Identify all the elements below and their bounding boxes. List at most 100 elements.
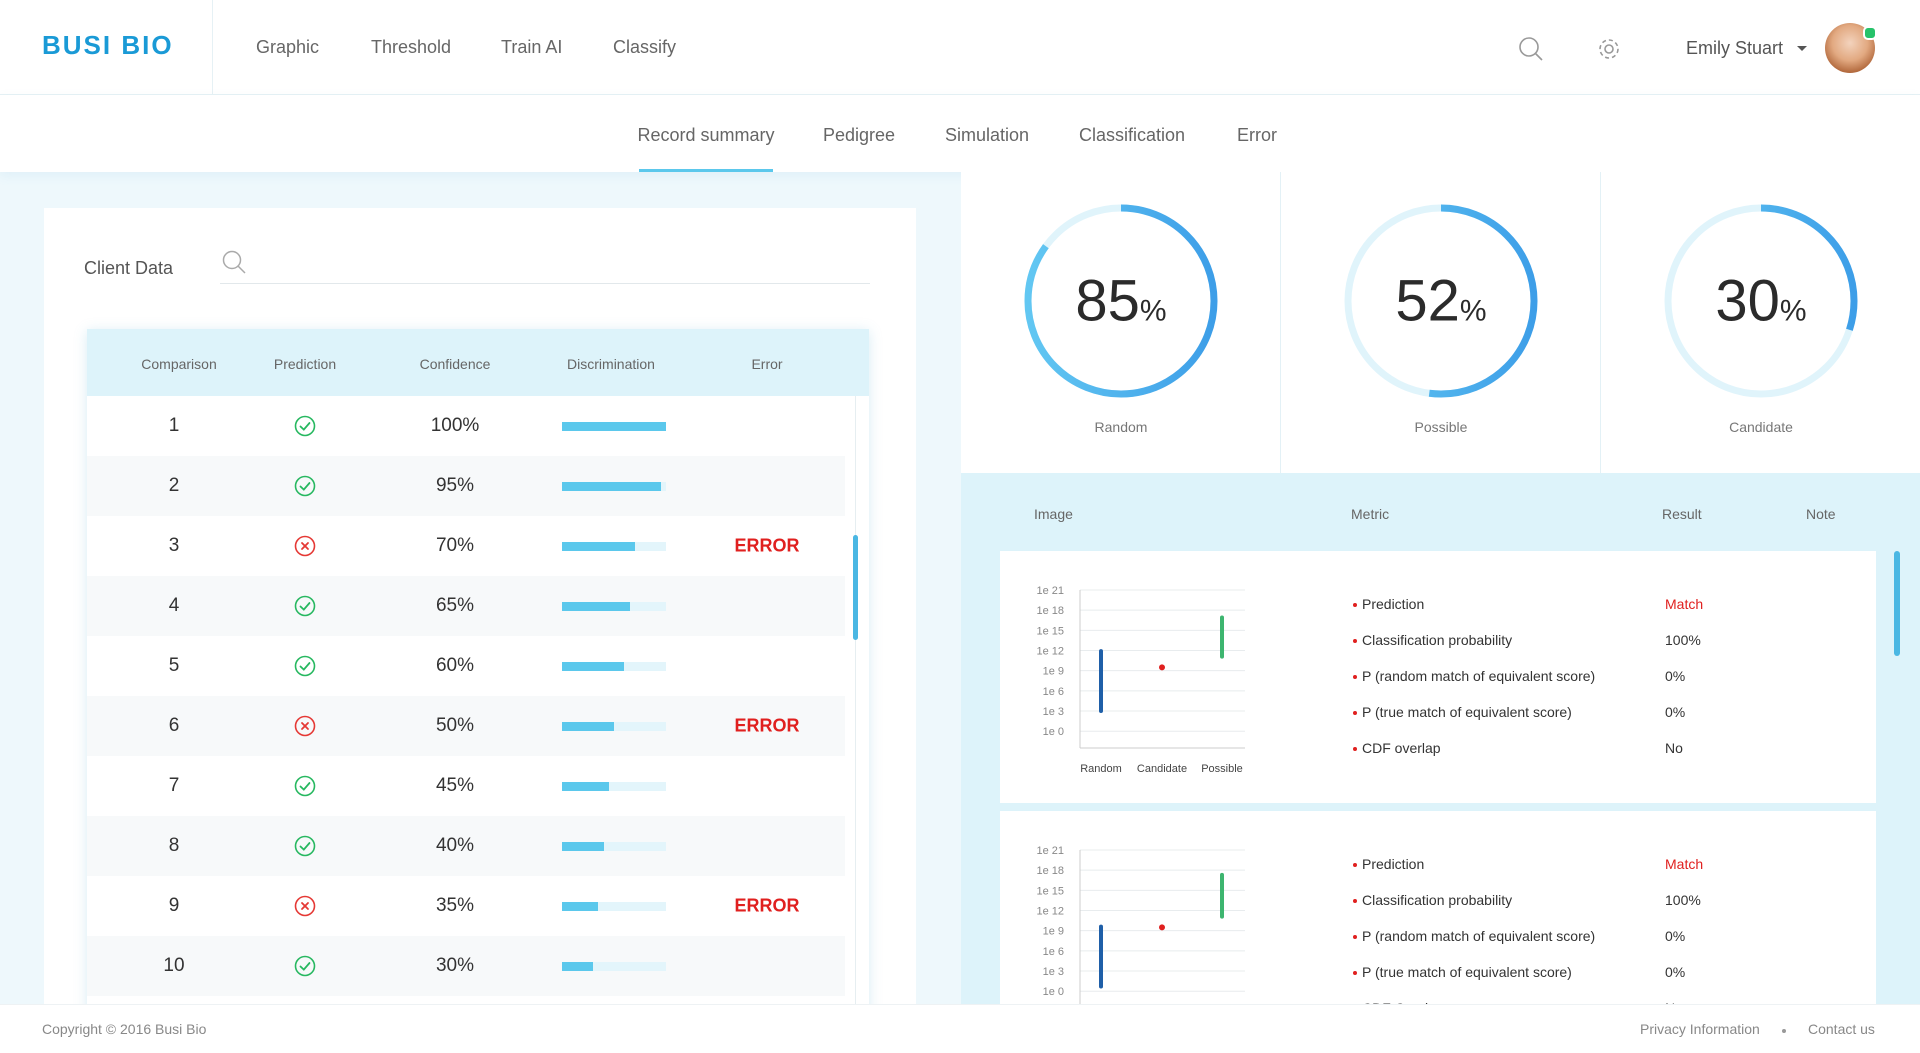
metric: Prediction (1353, 596, 1424, 612)
table-row: 8 40% (87, 816, 845, 876)
confidence: 60% (435, 655, 475, 676)
metric: CDF overlap (1353, 740, 1441, 756)
metric-name: P (true match of equivalent score) (1362, 964, 1572, 980)
bar-track (562, 902, 666, 911)
scrollbar-thumb[interactable] (1894, 551, 1900, 656)
icon-ring (294, 715, 316, 737)
gauge-label: Possible (1414, 419, 1468, 435)
table-row: 4 65% (87, 576, 845, 636)
table-row: 9 35% ERROR (87, 876, 845, 936)
scrollbar-thumb[interactable] (853, 535, 858, 640)
x-tick-label: Random (1080, 763, 1122, 775)
scrollbar-track (855, 396, 856, 1029)
settings-icon[interactable] (1596, 36, 1622, 62)
y-tick-label: 1e 21 (1036, 845, 1064, 857)
y-tick-label: 1e 9 (1043, 926, 1064, 938)
nav-link[interactable]: Classify (613, 37, 677, 57)
client-data-label: Client Data (84, 258, 174, 278)
tab[interactable]: Error (1237, 125, 1277, 145)
tab[interactable]: Record summary (637, 125, 775, 145)
search-icon[interactable] (1518, 36, 1544, 62)
confidence: 45% (435, 775, 475, 796)
bar-track (562, 602, 666, 611)
confidence-bar (562, 962, 594, 971)
comparison: 1 (168, 415, 180, 436)
y-tick-label: 1e 6 (1043, 686, 1064, 698)
y-tick-label: 1e 15 (1036, 625, 1064, 637)
icon-glyph (301, 542, 309, 550)
bullet (1353, 675, 1357, 680)
user-name[interactable]: Emily Stuart (1686, 38, 1784, 58)
error-label: ERROR (734, 715, 800, 736)
comparison: 7 (168, 775, 180, 796)
gauge-label: Random (1094, 419, 1148, 435)
x-tick-label: Possible (1201, 763, 1243, 775)
confidence: 50% (435, 715, 475, 736)
icon-ring (294, 955, 316, 977)
search-input[interactable] (220, 283, 870, 284)
icon-ring (294, 895, 316, 917)
nav-link[interactable]: Graphic (256, 37, 320, 57)
confidence-bar (562, 662, 625, 671)
comparison: 9 (168, 895, 180, 916)
tab[interactable]: Simulation (944, 125, 1030, 145)
metric-name: P (random match of equivalent score) (1362, 668, 1596, 684)
column-header: Confidence (419, 356, 491, 372)
bar-track (562, 662, 666, 671)
tab[interactable]: Pedigree (822, 125, 896, 145)
footer-link[interactable]: Contact us (1808, 1021, 1875, 1037)
result-card: 1e 0 1e 3 1e 6 1e 9 1e 12 1e 15 1e 18 1e 21 Rand… (1000, 551, 1876, 803)
range-bar (1220, 615, 1224, 659)
column-header: Prediction (273, 356, 337, 372)
comparison: 2 (168, 475, 180, 496)
metric-name: Classification probability (1362, 892, 1513, 908)
gauge (1024, 204, 1218, 398)
range-bar (1099, 924, 1103, 989)
online-status (1863, 26, 1877, 40)
nav-link[interactable]: Threshold (371, 37, 452, 57)
logo[interactable]: BUSI BIO (42, 30, 174, 60)
column-header: Metric (1351, 506, 1390, 522)
confidence: 35% (435, 895, 475, 916)
bar-track (562, 782, 666, 791)
prediction-icon (294, 535, 316, 557)
icon-ring (294, 655, 316, 677)
metric-result: 100% (1665, 632, 1701, 648)
prediction-icon (294, 775, 316, 797)
y-tick-label: 1e 12 (1036, 906, 1064, 918)
gauge-panel: 85% Random 52% Possible 30% Candidate (961, 172, 1920, 473)
bullet (1353, 899, 1357, 904)
metric-result: No (1665, 1000, 1683, 1004)
icon-glyph (299, 842, 311, 851)
mini-chart: 1e 0 1e 3 1e 6 1e 9 1e 12 1e 15 1e 18 1e 21 Rand… (1036, 585, 1245, 775)
search-icon[interactable] (222, 250, 248, 276)
metric: P (true match of equivalent score) (1353, 704, 1572, 720)
error-label: ERROR (734, 535, 800, 556)
footer: Copyright © 2016 Busi Bio Privacy Inform… (0, 1004, 1920, 1053)
column-header: Error (751, 356, 783, 372)
metric-result: No (1665, 740, 1683, 756)
gauge-value: 52% (1395, 268, 1486, 335)
y-tick-label: 1e 0 (1043, 726, 1064, 738)
metric-result: 0% (1665, 704, 1686, 720)
gauge-arc (1344, 204, 1538, 398)
x-tick-label: Candidate (1137, 763, 1187, 775)
nav-link[interactable]: Train AI (501, 37, 563, 57)
icon-glyph (299, 782, 311, 791)
prediction-icon (294, 475, 316, 497)
confidence: 30% (435, 955, 475, 976)
bar-track (562, 422, 666, 431)
confidence: 40% (435, 835, 475, 856)
dropdown-caret[interactable] (1796, 45, 1808, 53)
icon-glyph (299, 482, 311, 491)
metric-name: Prediction (1362, 596, 1425, 612)
separator-dot (1782, 1029, 1786, 1033)
confidence: 95% (435, 475, 475, 496)
comparison: 10 (163, 955, 185, 976)
metric: Prediction (1353, 856, 1424, 872)
footer-link[interactable]: Privacy Information (1640, 1021, 1760, 1037)
y-tick-label: 1e 12 (1036, 646, 1064, 658)
metric-name: CDF overlap (1362, 740, 1441, 756)
tab[interactable]: Classification (1078, 125, 1186, 145)
